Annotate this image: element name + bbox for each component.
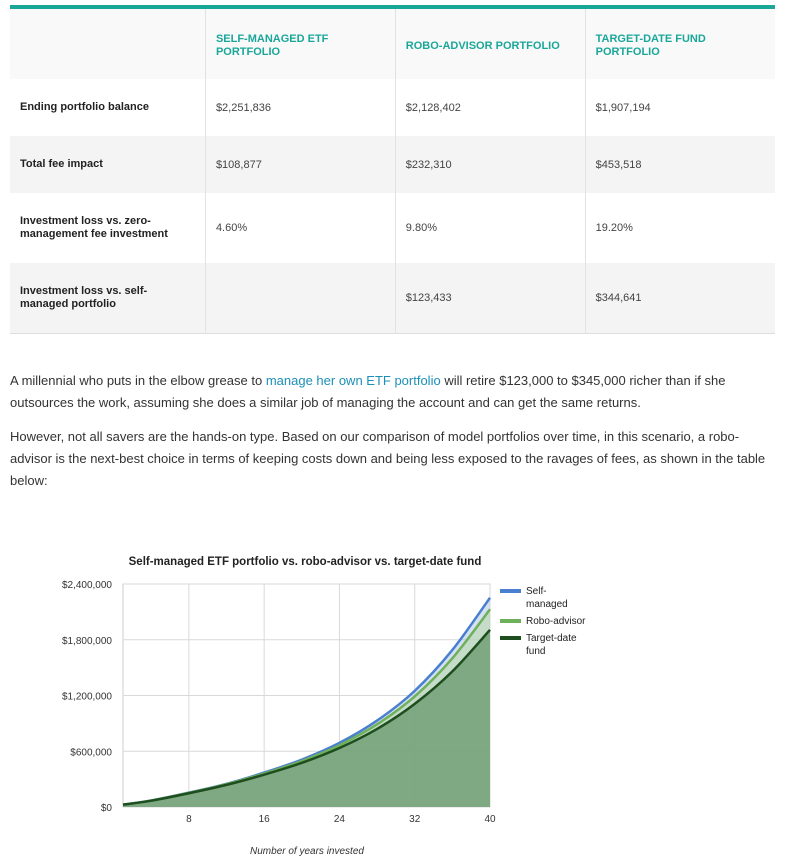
row-label-ending-balance: Ending portfolio balance <box>10 79 206 136</box>
table-row: Total fee impact $108,877 $232,310 $453,… <box>10 136 775 193</box>
paragraph-text: will retire $123,000 to $345,000 richer … <box>10 373 726 410</box>
manage-etf-portfolio-link[interactable]: manage her own ETF portfolio <box>265 373 441 388</box>
y-tick-label: $1,800,000 <box>62 636 112 647</box>
table-cell: $232,310 <box>395 136 586 193</box>
x-tick-label: 40 <box>484 814 496 825</box>
table-cell <box>205 263 396 333</box>
chart-lines <box>122 597 492 806</box>
x-tick-label: 24 <box>334 814 346 825</box>
y-tick-label: $0 <box>101 803 113 814</box>
table-cell: 4.60% <box>205 193 396 263</box>
chart-y-ticks: $0 $600,000 $1,200,000 $1,800,000 $2,400,000 <box>62 580 112 814</box>
y-tick-label: $2,400,000 <box>62 580 112 591</box>
table-cell: $453,518 <box>595 158 642 171</box>
table-cell: $123,433 <box>395 263 586 333</box>
paragraph-robo-advisor: However, not all savers are the hands-on… <box>10 429 766 488</box>
comparison-table: SELF-MANAGED ETF PORTFOLIO ROBO-ADVISOR … <box>10 9 775 334</box>
row-label-fee-impact: Total fee impact <box>10 136 206 193</box>
y-tick-label: $600,000 <box>70 747 112 758</box>
chart-x-axis-label: Number of years invested <box>250 846 364 857</box>
chart-title: Self-managed ETF portfolio vs. robo-advi… <box>129 556 482 568</box>
table-cell: $2,251,836 <box>205 79 396 136</box>
paragraph-retire-richer: A millennial who puts in the elbow greas… <box>10 370 775 414</box>
legend-label-target-date-fund: Target-date fund <box>526 633 577 657</box>
y-tick-label: $1,200,000 <box>62 692 112 703</box>
table-cell: 19.20% <box>595 222 633 234</box>
table-header-robo-advisor: ROBO-ADVISOR PORTFOLIO <box>395 9 586 79</box>
table-header-target-date: TARGET-DATE FUND PORTFOLIO <box>595 33 706 58</box>
table-row: Ending portfolio balance $2,251,836 $2,1… <box>10 79 775 136</box>
table-header-empty <box>10 9 206 79</box>
table-cell: $344,641 <box>595 291 642 304</box>
area-target-date-fund <box>123 629 490 807</box>
x-tick-label: 16 <box>259 814 271 825</box>
chart-areas <box>123 597 490 807</box>
table-cell: 9.80% <box>395 193 586 263</box>
table-header-row: SELF-MANAGED ETF PORTFOLIO ROBO-ADVISOR … <box>10 9 775 79</box>
legend-label-self-managed: Self-managed <box>526 586 568 610</box>
table-row: Investment loss vs. zero-management fee … <box>10 193 775 263</box>
chart-x-ticks: 8 16 24 32 40 <box>186 814 496 825</box>
table-cell: $2,128,402 <box>395 79 586 136</box>
portfolio-growth-chart: Self-managed ETF portfolio vs. robo-advi… <box>62 556 586 857</box>
chart-legend: Self-managed Robo-advisor Target-date fund <box>500 586 586 657</box>
paragraph-text: A millennial who puts in the elbow greas… <box>10 373 266 388</box>
table-header-self-managed: SELF-MANAGED ETF PORTFOLIO <box>205 9 396 79</box>
table-cell: $1,907,194 <box>595 101 651 114</box>
line-target-date-fund <box>122 628 491 806</box>
comparison-table-wrapper: SELF-MANAGED ETF PORTFOLIO ROBO-ADVISOR … <box>10 5 775 334</box>
table-cell: $108,877 <box>205 136 396 193</box>
legend-label-robo-advisor: Robo-advisor <box>526 616 586 627</box>
row-label-loss-vs-self-managed: Investment loss vs. self-managed portfol… <box>10 263 206 333</box>
x-tick-label: 32 <box>409 814 421 825</box>
row-label-loss-vs-zero-fee: Investment loss vs. zero-management fee … <box>10 193 206 263</box>
x-tick-label: 8 <box>186 814 192 825</box>
table-row: Investment loss vs. self-managed portfol… <box>10 263 775 333</box>
